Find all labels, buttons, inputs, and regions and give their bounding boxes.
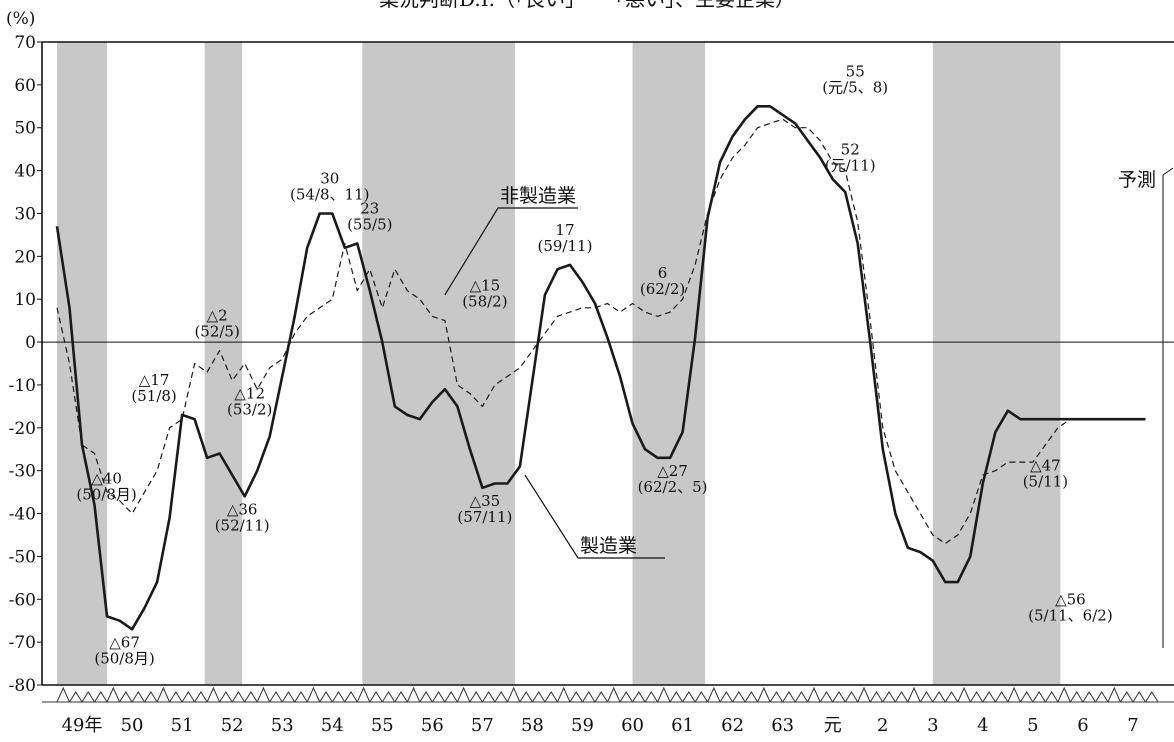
series-callout-leader-1 bbox=[524, 474, 665, 559]
x-tick-label: 51 bbox=[171, 715, 194, 736]
data-annotation: (50/8月) bbox=[76, 486, 136, 504]
data-annotation: (元/11) bbox=[825, 156, 876, 174]
y-axis-unit-label: (%) bbox=[6, 9, 35, 29]
x-axis-quarter-ticks bbox=[56, 686, 1159, 703]
data-annotation: 30 bbox=[320, 169, 339, 187]
data-annotation: △27 bbox=[657, 462, 688, 480]
x-tick-label: 55 bbox=[371, 715, 394, 736]
data-annotation: △36 bbox=[227, 500, 258, 518]
data-annotation: △17 bbox=[139, 371, 170, 389]
data-annotation: △15 bbox=[470, 277, 501, 295]
shaded-band-1 bbox=[204, 42, 243, 685]
data-annotation: (53/2) bbox=[227, 401, 272, 419]
recession-bands bbox=[57, 42, 1061, 685]
series-callout-label: 製造業 bbox=[580, 535, 637, 557]
data-annotation: (51/8) bbox=[131, 387, 176, 405]
y-tick-labels: 70 60 50 40 30 20 10 0 -10 -20 -30 -40 -50 -60 -70 -80 bbox=[9, 33, 36, 696]
data-annotation: △12 bbox=[234, 385, 265, 403]
y-tick-label: 40 bbox=[14, 162, 36, 182]
x-tick-label: 元 bbox=[824, 715, 842, 736]
y-tick-label: -60 bbox=[9, 590, 36, 610]
data-annotation: (62/2、5) bbox=[638, 478, 708, 496]
x-tick-label: 6 bbox=[1077, 715, 1088, 736]
data-annotation: (5/11) bbox=[1023, 473, 1068, 491]
data-annotation: (元/5、8) bbox=[822, 78, 888, 96]
data-annotation: △2 bbox=[207, 307, 228, 325]
data-annotation: △56 bbox=[1055, 590, 1086, 608]
y-tick-label: 70 bbox=[14, 33, 36, 53]
y-tick-label: -40 bbox=[9, 505, 36, 525]
data-annotation: △35 bbox=[470, 492, 501, 510]
data-annotation: (58/2) bbox=[462, 293, 507, 311]
y-tick-label: 50 bbox=[14, 119, 36, 139]
x-tick-label: 5 bbox=[1027, 715, 1038, 736]
data-annotation: △67 bbox=[109, 633, 140, 651]
data-annotation: 52 bbox=[841, 140, 860, 158]
data-annotation: (62/2) bbox=[640, 280, 685, 298]
x-tick-label: 7 bbox=[1127, 715, 1138, 736]
chart-title: 業況判断D.I.（「良い」－「悪い」、主要企業） bbox=[379, 0, 795, 11]
data-annotation: (52/5) bbox=[194, 323, 239, 341]
y-tick-label: -70 bbox=[9, 633, 36, 653]
annotations: △67(50/8月)△40(50/8月)△17(51/8)△2(52/5)△12… bbox=[76, 62, 1112, 667]
x-tick-labels: 49年 50 51 52 53 54 55 56 57 58 59 60 61 62 63 元 2 3 4 5 6 7 bbox=[62, 715, 1139, 736]
shaded-band-3 bbox=[632, 42, 706, 685]
y-tick-label: -20 bbox=[9, 419, 36, 439]
data-annotation: △40 bbox=[91, 470, 122, 488]
y-tick-label: 30 bbox=[14, 204, 36, 224]
data-annotation: (52/11) bbox=[215, 516, 270, 534]
data-annotation: 23 bbox=[360, 199, 379, 217]
data-annotation: (5/11、6/2) bbox=[1028, 606, 1113, 624]
x-tick-label: 58 bbox=[521, 715, 544, 736]
series-callout-leader-0 bbox=[444, 207, 578, 296]
x-tick-label: 2 bbox=[877, 715, 888, 736]
x-tick-label: 57 bbox=[471, 715, 494, 736]
x-tick-label: 63 bbox=[771, 715, 794, 736]
data-annotation: 6 bbox=[658, 264, 668, 282]
forecast-marker: 予測 bbox=[1118, 167, 1174, 648]
y-tick-label: 0 bbox=[25, 333, 36, 353]
x-tick-label: 53 bbox=[271, 715, 294, 736]
y-tick-label: -30 bbox=[9, 462, 36, 482]
x-tick-label: 62 bbox=[721, 715, 744, 736]
shaded-band-4 bbox=[932, 42, 1061, 685]
x-tick-label: 56 bbox=[421, 715, 444, 736]
data-annotation: (59/11) bbox=[537, 237, 592, 255]
data-annotation: (54/8、11) bbox=[290, 185, 369, 203]
x-tick-label: 60 bbox=[621, 715, 644, 736]
x-tick-label: 59 bbox=[571, 715, 594, 736]
y-tick-label: 10 bbox=[14, 290, 36, 310]
data-annotation: (50/8月) bbox=[94, 649, 154, 667]
x-tick-label: 61 bbox=[671, 715, 694, 736]
data-annotation: 55 bbox=[846, 62, 865, 80]
x-tick-label: 4 bbox=[977, 715, 988, 736]
x-tick-label: 50 bbox=[121, 715, 144, 736]
shaded-band-0 bbox=[57, 42, 108, 685]
y-tick-label: -50 bbox=[9, 547, 36, 567]
y-tick-label: 60 bbox=[14, 76, 36, 96]
forecast-label: 予測 bbox=[1118, 169, 1156, 191]
x-tick-label: 3 bbox=[927, 715, 938, 736]
series-lines bbox=[55, 105, 1146, 631]
data-annotation: (57/11) bbox=[457, 508, 512, 526]
forecast-divider-hook bbox=[1162, 167, 1174, 176]
y-tick-label: -10 bbox=[9, 376, 36, 396]
data-annotation: (55/5) bbox=[347, 215, 392, 233]
x-tick-label: 52 bbox=[221, 715, 244, 736]
axes bbox=[37, 41, 1174, 703]
series-callout-label: 非製造業 bbox=[500, 185, 576, 207]
x-tick-label: 49年 bbox=[62, 715, 103, 736]
data-annotation: 17 bbox=[555, 221, 574, 239]
y-tick-label: 20 bbox=[14, 247, 36, 267]
y-tick-label: -80 bbox=[9, 676, 36, 696]
x-tick-label: 54 bbox=[321, 715, 344, 736]
data-annotation: △47 bbox=[1030, 457, 1061, 475]
series-line-0 bbox=[55, 105, 1146, 631]
